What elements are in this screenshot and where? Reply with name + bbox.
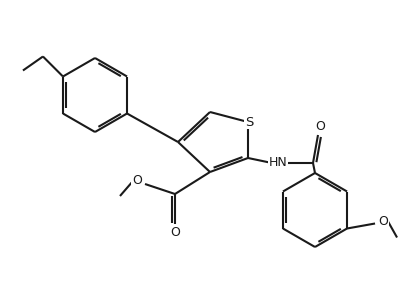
Text: S: S [245, 115, 253, 129]
Text: O: O [170, 227, 180, 239]
Text: O: O [315, 120, 325, 132]
Text: O: O [132, 175, 142, 187]
Text: O: O [378, 215, 388, 228]
Text: HN: HN [269, 156, 287, 170]
